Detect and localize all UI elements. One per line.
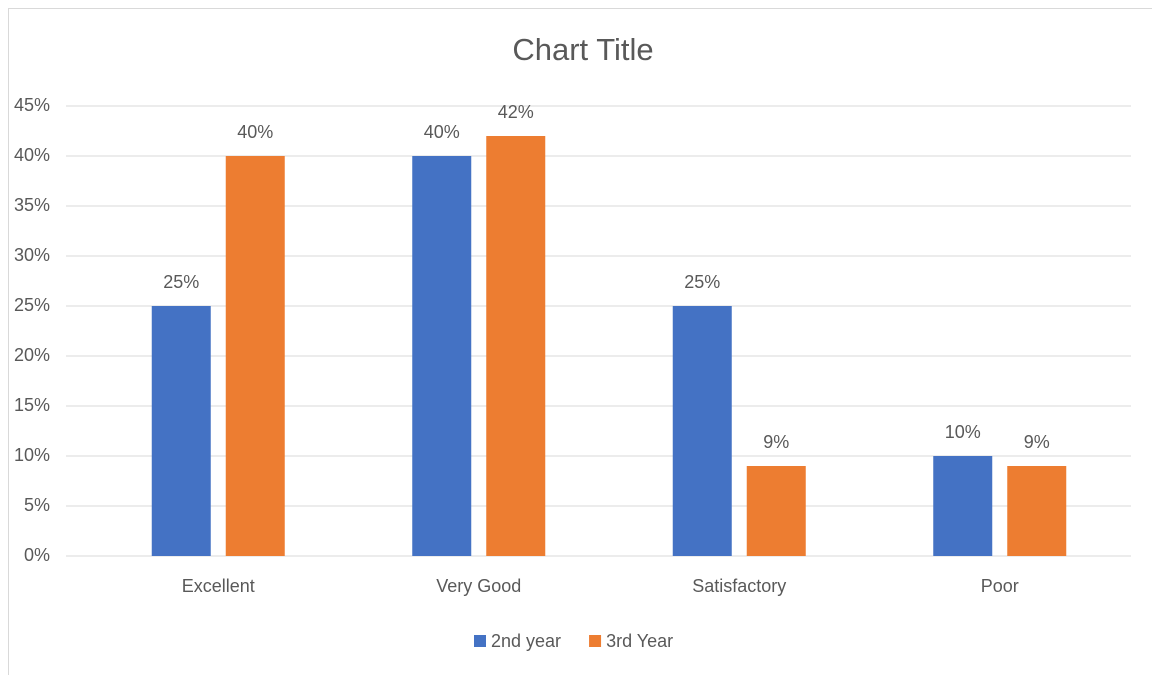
legend-swatch bbox=[589, 635, 602, 647]
data-label: 40% bbox=[237, 122, 273, 142]
y-tick-label: 45% bbox=[14, 95, 50, 115]
bar bbox=[225, 156, 285, 556]
chart-title: Chart Title bbox=[512, 32, 653, 67]
bar bbox=[412, 156, 472, 556]
y-tick-label: 15% bbox=[14, 395, 50, 415]
y-tick-label: 5% bbox=[24, 495, 50, 515]
y-tick-label: 25% bbox=[14, 295, 50, 315]
bar bbox=[151, 306, 211, 556]
y-tick-label: 10% bbox=[14, 445, 50, 465]
y-tick-label: 35% bbox=[14, 195, 50, 215]
x-tick-label: Excellent bbox=[182, 576, 255, 596]
data-label: 25% bbox=[163, 272, 199, 292]
chart-border bbox=[8, 8, 1152, 675]
data-label: 10% bbox=[945, 422, 981, 442]
data-label: 9% bbox=[763, 432, 789, 452]
legend-swatch bbox=[474, 635, 486, 647]
bar bbox=[1007, 466, 1067, 556]
x-tick-label: Very Good bbox=[436, 576, 521, 596]
data-label: 9% bbox=[1024, 432, 1050, 452]
y-tick-label: 30% bbox=[14, 245, 50, 265]
y-tick-label: 40% bbox=[14, 145, 50, 165]
legend-label: 2nd year bbox=[491, 631, 561, 651]
x-tick-label: Poor bbox=[981, 576, 1019, 596]
data-label: 40% bbox=[424, 122, 460, 142]
data-label: 42% bbox=[498, 102, 534, 122]
y-tick-label: 20% bbox=[14, 345, 50, 365]
bar bbox=[746, 466, 806, 556]
y-tick-label: 0% bbox=[24, 545, 50, 565]
x-tick-label: Satisfactory bbox=[692, 576, 786, 596]
legend-label: 3rd Year bbox=[606, 631, 673, 651]
bar bbox=[672, 306, 732, 556]
bar bbox=[933, 456, 993, 556]
data-label: 25% bbox=[684, 272, 720, 292]
bar bbox=[486, 136, 546, 556]
